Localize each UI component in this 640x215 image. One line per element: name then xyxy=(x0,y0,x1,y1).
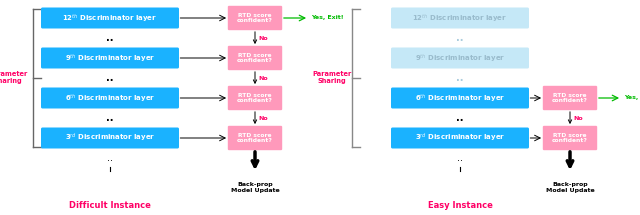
FancyBboxPatch shape xyxy=(41,88,179,109)
Text: ..: .. xyxy=(456,113,464,123)
Text: ..: .. xyxy=(106,33,114,43)
Text: 12$^{th}$ Discriminator layer: 12$^{th}$ Discriminator layer xyxy=(62,12,157,24)
FancyBboxPatch shape xyxy=(228,86,282,110)
Text: Back-prop
Model Update: Back-prop Model Update xyxy=(546,182,595,193)
Text: ..: .. xyxy=(457,153,463,163)
Text: RTD score
confident?: RTD score confident? xyxy=(237,133,273,143)
Text: No: No xyxy=(573,115,582,120)
Text: 9$^{th}$ Discriminator layer: 9$^{th}$ Discriminator layer xyxy=(415,52,505,64)
Text: 6$^{th}$ Discriminator layer: 6$^{th}$ Discriminator layer xyxy=(65,92,155,104)
Text: No: No xyxy=(258,115,268,120)
Text: RTD score
confident?: RTD score confident? xyxy=(237,53,273,63)
FancyBboxPatch shape xyxy=(391,88,529,109)
Text: 3$^{rd}$ Discriminator layer: 3$^{rd}$ Discriminator layer xyxy=(415,132,505,144)
Text: Parameter
Sharing: Parameter Sharing xyxy=(312,72,351,84)
Text: 6$^{th}$ Discriminator layer: 6$^{th}$ Discriminator layer xyxy=(415,92,505,104)
FancyBboxPatch shape xyxy=(391,127,529,149)
Text: ..: .. xyxy=(107,153,113,163)
FancyBboxPatch shape xyxy=(543,86,597,110)
Text: ..: .. xyxy=(456,73,464,83)
FancyBboxPatch shape xyxy=(543,126,597,150)
Text: Parameter
Sharing: Parameter Sharing xyxy=(0,72,28,84)
Text: 3$^{rd}$ Discriminator layer: 3$^{rd}$ Discriminator layer xyxy=(65,132,156,144)
FancyBboxPatch shape xyxy=(228,6,282,30)
FancyBboxPatch shape xyxy=(391,48,529,69)
Text: Back-prop
Model Update: Back-prop Model Update xyxy=(230,182,280,193)
Text: ..: .. xyxy=(456,33,464,43)
FancyBboxPatch shape xyxy=(41,48,179,69)
FancyBboxPatch shape xyxy=(391,8,529,29)
Text: ..: .. xyxy=(106,73,114,83)
Text: Easy Instance: Easy Instance xyxy=(428,201,492,209)
Text: Difficult Instance: Difficult Instance xyxy=(69,201,151,209)
Text: Yes, Exit!: Yes, Exit! xyxy=(311,14,344,20)
Text: No: No xyxy=(258,75,268,80)
Text: No: No xyxy=(258,35,268,40)
Text: ..: .. xyxy=(106,113,114,123)
Text: RTD score
confident?: RTD score confident? xyxy=(237,13,273,23)
Text: RTD score
confident?: RTD score confident? xyxy=(237,93,273,103)
Text: RTD score
confident?: RTD score confident? xyxy=(552,133,588,143)
Text: 12$^{th}$ Discriminator layer: 12$^{th}$ Discriminator layer xyxy=(412,12,508,24)
FancyBboxPatch shape xyxy=(228,126,282,150)
Text: 9$^{th}$ Discriminator layer: 9$^{th}$ Discriminator layer xyxy=(65,52,155,64)
FancyBboxPatch shape xyxy=(228,46,282,70)
Text: RTD score
confident?: RTD score confident? xyxy=(552,93,588,103)
Text: Yes, Exit!: Yes, Exit! xyxy=(624,95,640,100)
FancyBboxPatch shape xyxy=(41,127,179,149)
FancyBboxPatch shape xyxy=(41,8,179,29)
